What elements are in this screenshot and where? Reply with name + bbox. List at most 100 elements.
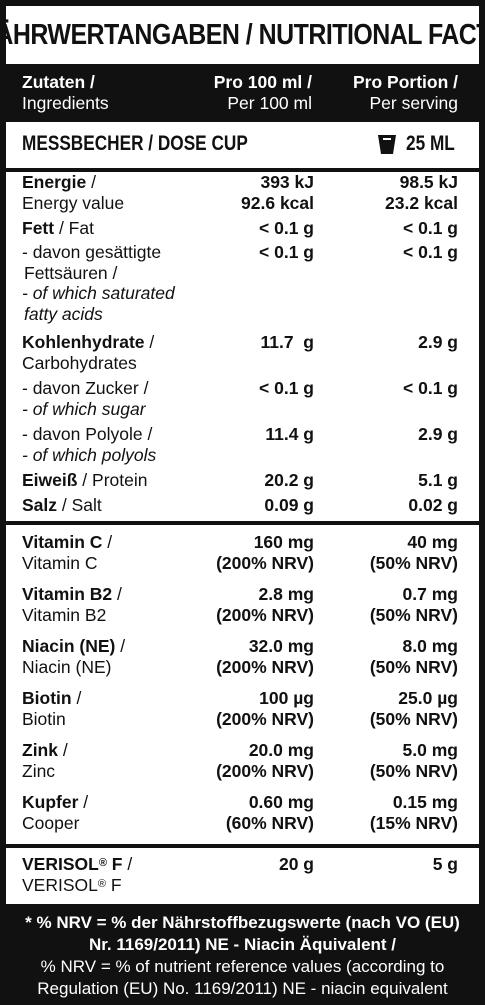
saturated-fat-en-2: fatty acids [24,303,103,324]
protein-label: Eiweiß / Protein [22,470,222,491]
polyols-portion: 2.9 g [418,424,458,444]
footnote-line-4: Regulation (EU) No. 1169/2011) NE - niac… [37,979,448,998]
zinc-per100-nrv: (200% NRV) [216,760,314,781]
vitamin-b2-label: Vitamin B2 /Vitamin B2 [22,584,122,625]
header-per-serving-en: Per serving [369,93,458,113]
vitamin-b2-portion-amount: 0.7 mg [402,584,458,604]
vitamin-b2-per100: 2.8 mg (200% NRV) [176,584,314,625]
saturated-fat-de-1: - davon gesättigte [22,242,162,262]
fat-portion: < 0.1 g [403,218,458,238]
copper-per100-nrv: (60% NRV) [225,812,314,833]
section-divider-verisol [6,844,479,848]
salt-label: Salz / Salt [22,495,222,516]
biotin-portion: 25.0 µg (50% NRV) [324,688,458,729]
niacin-label-en: Niacin (NE) [22,656,112,677]
biotin-per100: 100 µg (200% NRV) [176,688,314,729]
vitamin-c-per100: 160 mg (200% NRV) [176,532,314,573]
copper-label: Kupfer / Cooper [22,792,89,833]
biotin-portion-amount: 25.0 µg [398,688,458,708]
salt-label-en: / Salt [57,495,102,515]
header-ingredients-de: Zutaten / [22,72,95,92]
vitamin-b2-per100-amount: 2.8 mg [258,584,314,604]
biotin-label-de: Biotin [22,688,72,708]
biotin-label: Biotin / Biotin [22,688,82,729]
header-per-100ml-de: Pro 100 ml / [213,72,312,92]
niacin-portion: 8.0 mg (50% NRV) [324,636,458,677]
zinc-portion-nrv: (50% NRV) [369,760,458,781]
salt-label-de: Salz [22,495,58,515]
vitamin-b2-label-de: Vitamin B2 [22,584,113,604]
header-per-serving: Pro Portion / Per serving [326,72,458,114]
copper-per100: 0.60 mg (60% NRV) [176,792,314,833]
niacin-per100: 32.0 mg (200% NRV) [176,636,314,677]
section-divider-vitamins [6,521,479,525]
niacin-per100-nrv: (200% NRV) [216,656,314,677]
copper-per100-amount: 0.60 mg [248,792,314,812]
dose-cup-label: MESSBECHER / DOSE CUP [22,132,248,155]
verisol-mark-en: ® [97,877,106,890]
niacin-label-de: Niacin (NE) [22,636,116,656]
protein-portion: 5.1 g [418,470,458,490]
sugar-label: - davon Zucker / - of which sugar [22,378,222,419]
label-title: NÄHRWERTANGABEN / NUTRITIONAL FACTS [0,18,485,51]
vitamin-c-portion: 40 mg (50% NRV) [324,532,458,573]
zinc-portion-amount: 5.0 mg [402,740,458,760]
energy-label-de: Energie [22,172,87,192]
verisol-name-en: VERISOL [22,874,98,895]
sugar-per100: < 0.1 g [259,378,314,398]
copper-portion: 0.15 mg (15% NRV) [324,792,458,833]
energy-per100-kj: 393 kJ [260,172,314,192]
verisol-mark-de: ® [98,857,107,869]
vitamin-b2-portion-nrv: (50% NRV) [369,604,458,625]
biotin-label-en: Biotin [22,708,66,729]
biotin-per100-amount: 100 µg [259,688,314,708]
zinc-label-de: Zink [22,740,58,760]
niacin-label: Niacin (NE) / Niacin (NE) [22,636,126,677]
polyols-per100: 11.4 g [265,424,314,444]
energy-per100-kcal: 92.6 kcal [241,192,314,213]
fat-label: Fett / Fat [22,218,222,239]
zinc-per100-amount: 20.0 mg [248,740,314,760]
vitamin-c-per100-nrv: (200% NRV) [216,552,314,573]
energy-label-en: Energy value [22,192,125,213]
dose-cup-value: 25 ML [406,132,455,155]
zinc-per100: 20.0 mg (200% NRV) [176,740,314,781]
vitamin-c-per100-amount: 160 mg [253,532,314,552]
header-per-100ml: Pro 100 ml / Per 100 ml [186,72,312,114]
energy-label: Energie / Energy value [22,172,222,213]
verisol-suffix-de: F [106,854,123,874]
fat-label-en: / Fat [54,218,94,238]
niacin-per100-amount: 32.0 mg [248,636,314,656]
column-header: Zutaten / Ingredients Pro 100 ml / Per 1… [6,64,479,122]
zinc-label: Zink / Zinc [22,740,68,781]
verisol-suffix-en: F [105,874,122,895]
polyols-label-de: - davon Polyole / [22,424,153,444]
saturated-fat-per100: < 0.1 g [259,242,314,262]
energy-per100: 393 kJ 92.6 kcal [176,172,314,213]
vitamin-b2-portion: 0.7 mg (50% NRV) [324,584,458,625]
zinc-label-en: Zinc [22,760,56,781]
footnote: * % NRV = % der Nährstoffbezugswerte (na… [6,904,479,999]
carbohydrates-portion: 2.9 g [418,332,458,352]
saturated-fat-de-2: Fettsäuren / [24,262,118,283]
niacin-portion-nrv: (50% NRV) [369,656,458,677]
vitamin-b2-label-en: Vitamin B2 [22,604,107,625]
footnote-line-3: % NRV = % of nutrient reference values (… [40,957,445,976]
footnote-line-1: * % NRV = % der Nährstoffbezugswerte (na… [25,913,460,932]
polyols-label-en: - of which polyols [22,444,157,465]
header-ingredients: Zutaten / Ingredients [22,72,109,114]
header-ingredients-en: Ingredients [22,93,109,113]
carbohydrates-label: Kohlenhydrate / Carbohydrates [22,332,222,373]
energy-portion: 98.5 kJ 23.2 kcal [324,172,458,213]
niacin-portion-amount: 8.0 mg [402,636,458,656]
carbohydrates-label-sep: / [144,332,155,352]
sugar-portion: < 0.1 g [403,378,458,398]
vitamin-c-portion-nrv: (50% NRV) [369,552,458,573]
vitamin-b2-per100-nrv: (200% NRV) [216,604,314,625]
vitamin-c-label-de: Vitamin C [22,532,103,552]
salt-portion: 0.02 g [408,495,458,515]
cup-icon [378,135,396,154]
verisol-label: VERISOL® F / VERISOL® F [22,854,133,895]
protein-label-de: Eiweiß [22,470,78,490]
